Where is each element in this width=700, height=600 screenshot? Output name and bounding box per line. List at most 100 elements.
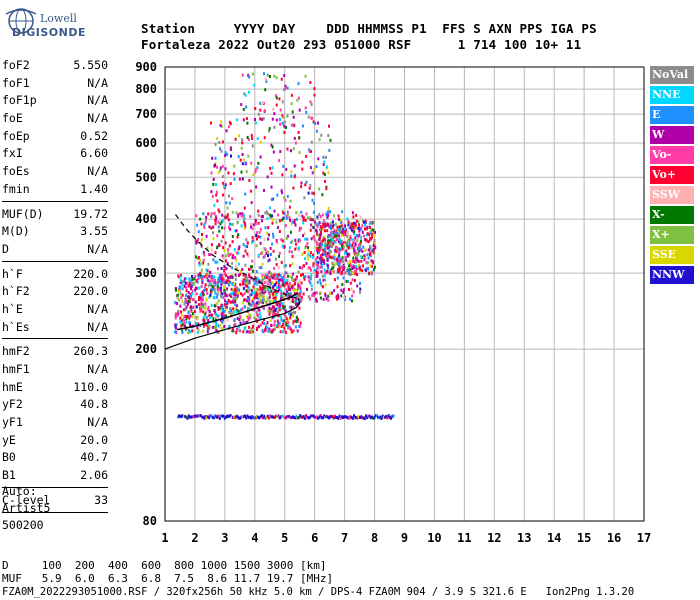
- echo-point: [316, 280, 319, 284]
- echo-point: [254, 168, 257, 172]
- echo-point: [221, 306, 224, 310]
- echo-point: [223, 288, 226, 292]
- echo-point: [359, 268, 362, 271]
- param-row: yF1 N/A: [2, 415, 108, 433]
- echo-point: [322, 236, 325, 240]
- echo-point: [179, 275, 182, 279]
- echo-point: [353, 230, 356, 234]
- echo-point: [298, 213, 301, 217]
- echo-point: [359, 215, 362, 219]
- echo-point: [217, 307, 220, 311]
- echo-point: [245, 281, 248, 285]
- echo-point: [336, 225, 339, 229]
- echo-point: [212, 317, 215, 321]
- echo-point: [273, 299, 276, 302]
- echo-point: [259, 323, 262, 327]
- echo-point: [269, 75, 271, 78]
- echo-point: [196, 316, 199, 320]
- echo-point: [254, 276, 257, 279]
- es-echo-point: [391, 414, 394, 418]
- extrapolated-profile-line: [175, 214, 297, 300]
- es-echo-point: [185, 415, 188, 419]
- echo-point: [217, 267, 219, 271]
- es-echo-point: [336, 415, 339, 419]
- es-echo-point: [365, 414, 367, 418]
- echo-point: [276, 226, 279, 230]
- echo-point: [207, 279, 210, 283]
- echo-point: [188, 320, 191, 324]
- echo-point: [286, 278, 289, 282]
- echo-point: [184, 324, 186, 328]
- echo-point: [217, 314, 220, 318]
- echo-point: [339, 260, 342, 264]
- echo-point: [359, 290, 361, 294]
- echo-point: [347, 246, 350, 250]
- echo-point: [337, 228, 340, 231]
- echo-point: [184, 276, 187, 280]
- echo-point: [219, 222, 222, 226]
- echo-point: [309, 277, 312, 281]
- echo-point: [190, 294, 192, 298]
- echo-point: [265, 210, 268, 214]
- echo-point: [206, 330, 209, 334]
- echo-point: [234, 229, 237, 233]
- echo-point: [316, 239, 319, 243]
- echo-point: [220, 267, 223, 270]
- echo-point: [230, 222, 233, 226]
- echo-point: [271, 221, 274, 225]
- echo-point: [276, 277, 279, 280]
- echo-point: [249, 225, 252, 229]
- echo-point: [255, 244, 258, 248]
- echo-point: [290, 170, 293, 174]
- echo-point: [185, 285, 187, 289]
- echo-point: [355, 234, 358, 238]
- echo-point: [212, 237, 215, 241]
- echo-point: [195, 292, 198, 296]
- echo-point: [243, 226, 246, 230]
- echo-point: [215, 319, 217, 323]
- echo-point: [323, 173, 326, 176]
- echo-point: [268, 127, 271, 131]
- echo-point: [322, 297, 325, 301]
- echo-point: [300, 295, 303, 299]
- echo-point: [206, 272, 209, 276]
- echo-point: [240, 308, 242, 312]
- echo-point: [235, 310, 238, 314]
- echo-point: [373, 241, 376, 245]
- echo-point: [197, 298, 200, 302]
- echo-point: [174, 316, 177, 320]
- echo-point: [320, 270, 323, 274]
- echo-point: [257, 221, 260, 225]
- echo-point: [215, 190, 218, 194]
- echo-point: [290, 149, 292, 153]
- echo-point: [316, 274, 319, 278]
- auto-software: Artist5: [2, 501, 51, 515]
- echo-point: [292, 322, 295, 326]
- echo-point: [256, 237, 258, 241]
- echo-point: [257, 213, 260, 217]
- echo-point: [320, 229, 322, 233]
- echo-point: [255, 318, 258, 322]
- echo-point: [206, 328, 209, 332]
- echo-point: [231, 327, 234, 331]
- echo-point: [246, 279, 249, 283]
- echo-point: [270, 171, 273, 175]
- x-tick-label: 13: [517, 531, 531, 545]
- param-row: h`Es N/A: [2, 320, 108, 338]
- echo-point: [288, 250, 291, 253]
- echo-point: [181, 280, 184, 284]
- echo-point: [238, 245, 241, 249]
- echo-point: [268, 292, 271, 296]
- echo-point: [309, 217, 312, 221]
- echo-point: [227, 171, 230, 175]
- echo-point: [242, 320, 245, 324]
- echo-point: [281, 279, 284, 283]
- echo-point: [267, 250, 269, 254]
- echo-point: [353, 238, 356, 242]
- echo-point: [293, 164, 296, 168]
- echo-point: [261, 279, 264, 283]
- echo-point: [369, 253, 372, 257]
- echo-point: [206, 269, 209, 273]
- echo-point: [354, 236, 357, 240]
- param-row: foF2 5.550: [2, 58, 108, 76]
